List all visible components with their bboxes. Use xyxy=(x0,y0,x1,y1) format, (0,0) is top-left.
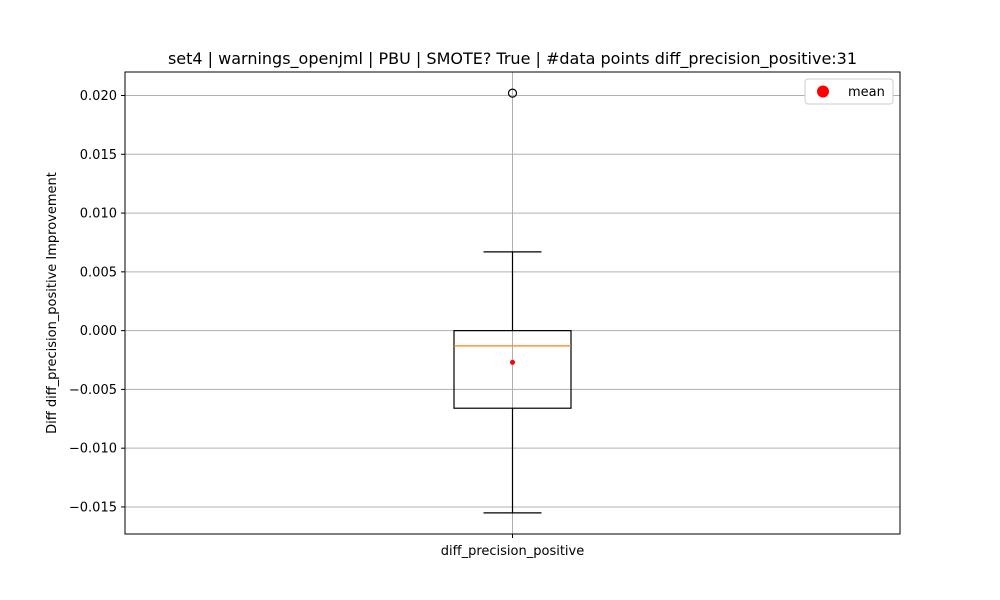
legend: mean xyxy=(804,78,894,105)
mean-marker xyxy=(510,359,515,365)
grid-lines xyxy=(125,72,900,534)
y-tick-label: 0.015 xyxy=(80,148,117,163)
x-tick-label: diff_precision_positive xyxy=(441,544,584,559)
y-tick-label: 0.010 xyxy=(80,207,117,222)
y-tick-label: −0.010 xyxy=(69,442,117,457)
y-tick-label: −0.005 xyxy=(69,383,117,398)
y-tick-label: 0.005 xyxy=(80,265,117,280)
y-axis-ticks: 0.020 0.015 0.010 0.005 0.000 −0.005 −0.010 −0.… xyxy=(69,89,125,515)
outlier-point xyxy=(507,88,518,98)
plot-area-frame xyxy=(124,71,901,535)
x-axis-ticks: diff_precision_positive xyxy=(441,534,584,559)
chart-title: set4 | warnings_openjml | PBU | SMOTE? T… xyxy=(168,49,857,69)
y-tick-label: −0.015 xyxy=(69,500,117,515)
iqr-box xyxy=(453,330,572,409)
box-elements xyxy=(453,88,572,514)
y-axis-label: Diff diff_precision_positive Improvement xyxy=(45,172,60,434)
legend-label-mean: mean xyxy=(848,85,885,100)
y-tick-label: 0.020 xyxy=(80,89,117,104)
legend-marker-mean xyxy=(817,85,829,98)
y-tick-label: 0.000 xyxy=(80,324,117,339)
legend-frame xyxy=(804,78,894,105)
